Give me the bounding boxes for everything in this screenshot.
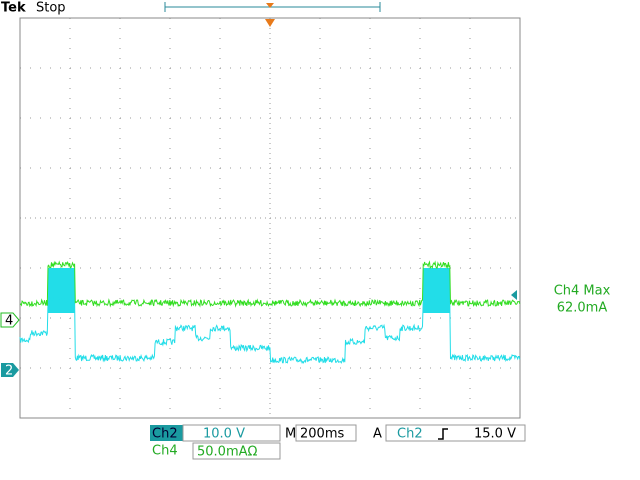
ch2-burst <box>48 268 75 313</box>
ch2-marker-label: 2 <box>5 364 13 379</box>
trigger-slope <box>438 428 448 440</box>
ch4-scale-box <box>192 442 281 460</box>
trigger-source: Ch2 <box>397 427 423 442</box>
record-bracket <box>164 2 381 12</box>
measurement-value: 62.0mA <box>557 301 608 316</box>
ch4-trace <box>19 260 521 308</box>
trigger-position <box>265 19 275 27</box>
ch2-label: Ch2 <box>152 427 178 442</box>
graticule <box>20 18 520 418</box>
trigger-position-top <box>266 3 274 8</box>
ch2-burst <box>423 268 450 313</box>
graticule-border <box>19 17 521 419</box>
ch4-marker-label: 4 <box>5 314 13 329</box>
timebase: 200ms <box>300 427 344 442</box>
ch2-trace <box>19 295 521 365</box>
trigger-box <box>385 424 526 442</box>
measurement-label: Ch4 Max <box>554 284 611 299</box>
trigger-level: 15.0 V <box>474 427 516 442</box>
ch4-scale: 50.0mAΩ <box>197 445 258 460</box>
ch4-marker <box>0 312 20 328</box>
ch2-marker <box>1 363 19 377</box>
acq-status: Stop <box>36 1 66 16</box>
measurement-marker <box>511 290 517 300</box>
timebase-box <box>295 424 357 442</box>
ch2-scale-box <box>182 424 281 442</box>
waveforms <box>19 260 521 365</box>
time-prefix: M <box>285 427 296 442</box>
ch2-label-bg <box>150 425 183 441</box>
ch4-label: Ch4 <box>152 444 178 459</box>
ch2-scale: 10.0 V <box>203 427 245 442</box>
trigger-mode: A <box>373 427 382 442</box>
brand: Tek <box>1 1 26 16</box>
